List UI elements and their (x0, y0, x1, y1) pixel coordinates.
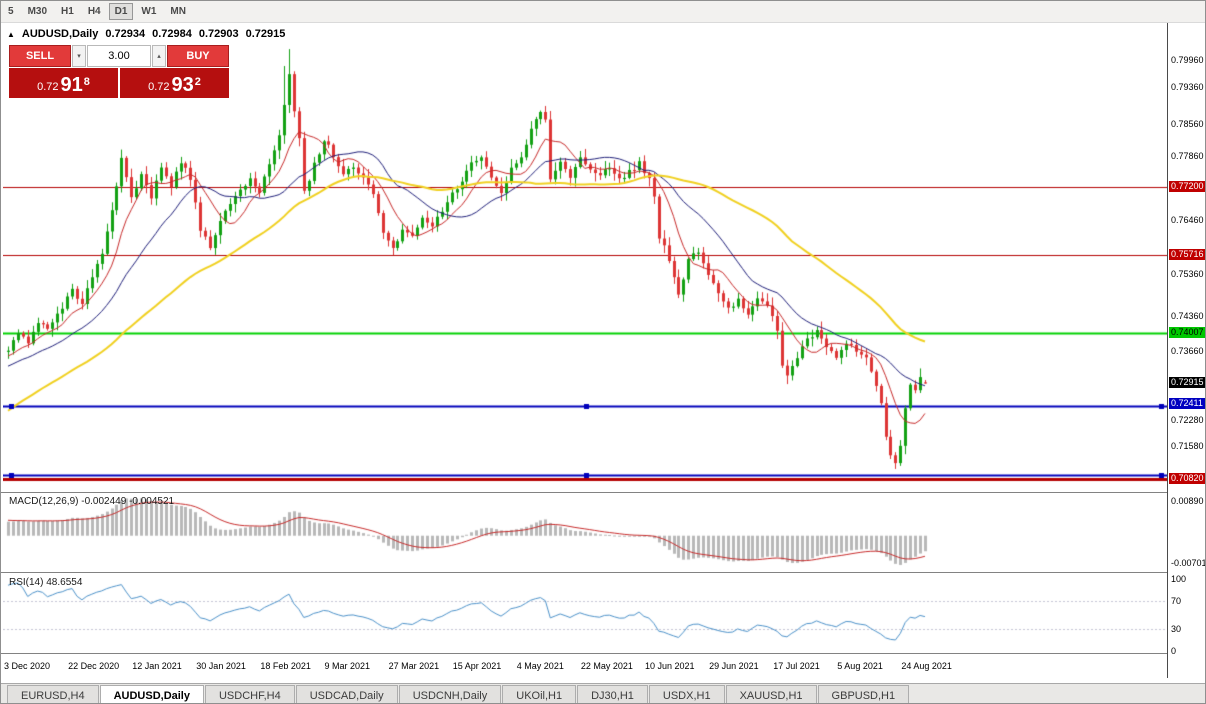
date-label: 22 May 2021 (580, 661, 633, 671)
macd-indicator-label: MACD(12,26,9) -0.002449 -0.004521 (9, 496, 175, 507)
chart-tab-usdcnh-daily[interactable]: USDCNH,Daily (398, 685, 502, 703)
volume-increase-button[interactable]: ▴ (152, 45, 166, 67)
price-axis-label: 0.78560 (1171, 119, 1204, 130)
timeframe-button-m30[interactable]: M30 (22, 3, 53, 20)
date-label: 15 Apr 2021 (452, 661, 502, 671)
timeframe-button-d1[interactable]: D1 (108, 3, 134, 20)
sell-price-panel[interactable]: 0.72 91 8 (9, 68, 118, 98)
timeframe-button-m15[interactable]: 5 (2, 3, 20, 20)
price-axis-label: 0.75360 (1171, 269, 1204, 280)
chart-icon: ▲ (7, 29, 15, 39)
timeframe-toolbar: 5 M30 H1 H4 D1 W1 MN (1, 1, 1205, 23)
price-axis-label: 0.72411 (1169, 398, 1205, 410)
price-chart-canvas[interactable] (3, 23, 1167, 491)
chart-symbol: AUDUSD,Daily (21, 28, 99, 40)
bid-prefix: 0.72 (37, 81, 59, 93)
date-label: 29 Jun 2021 (709, 661, 759, 671)
price-axis-label: 0.74007 (1169, 327, 1205, 339)
date-label: 30 Jan 2021 (196, 661, 246, 671)
ohlc-high: 0.72984 (152, 28, 192, 40)
price-axis-label: 0.76460 (1171, 215, 1204, 226)
bid-big-digits: 91 (60, 74, 83, 96)
price-axis-label: 0.77860 (1171, 151, 1204, 162)
rsi-axis-label: 0 (1171, 646, 1177, 656)
price-axis-label: 0.70820 (1169, 472, 1205, 484)
date-label: 4 May 2021 (516, 661, 564, 671)
date-label: 5 Aug 2021 (837, 661, 883, 671)
timeframe-button-h4[interactable]: H4 (82, 3, 107, 20)
ohlc-low: 0.72903 (198, 28, 239, 40)
rsi-canvas[interactable] (3, 573, 1167, 653)
timeframe-button-w1[interactable]: W1 (135, 3, 162, 20)
chart-tab-usdchf-h4[interactable]: USDCHF,H4 (204, 685, 295, 703)
volume-input[interactable] (87, 45, 151, 67)
chart-tab-ukoil-h1[interactable]: UKOil,H1 (502, 685, 577, 703)
ohlc-open: 0.72934 (105, 28, 146, 40)
ohlc-close: 0.72915 (245, 28, 286, 40)
date-label: 22 Dec 2020 (68, 661, 120, 671)
price-axis-label: 0.77200 (1169, 181, 1205, 193)
date-label: 24 Aug 2021 (901, 661, 952, 671)
rsi-panel-separator[interactable] (1, 572, 1167, 573)
timeframe-button-mn[interactable]: MN (164, 3, 192, 20)
sell-button[interactable]: SELL (9, 45, 71, 67)
rsi-axis-label: 30 (1171, 624, 1182, 635)
date-label: 12 Jan 2021 (132, 661, 182, 671)
price-axis-label: 0.72915 (1169, 377, 1205, 389)
price-axis-label: 0.71580 (1171, 441, 1204, 452)
chart-tab-usdx-h1[interactable]: USDX,H1 (648, 685, 725, 703)
rsi-axis-label: 70 (1171, 595, 1182, 606)
chart-title: ▲ AUDUSD,Daily 0.72934 0.72984 0.72903 0… (7, 28, 285, 40)
bid-pip-digit: 8 (83, 76, 90, 88)
time-axis[interactable]: 3 Dec 2020 22 Dec 2020 12 Jan 2021 30 Jan 2… (1, 653, 1167, 678)
chart-tab-eurusd-h4[interactable]: EURUSD,H4 (7, 685, 99, 703)
macd-axis-label: -0.00701 (1171, 558, 1206, 569)
price-axis-label: 0.72280 (1171, 415, 1204, 426)
price-axis-label: 0.79960 (1171, 55, 1204, 65)
chart-tab-bar: EURUSD,H4 AUDUSD,Daily USDCHF,H4 USDCAD,… (1, 683, 1205, 703)
date-label: 3 Dec 2020 (4, 661, 51, 671)
chart-tab-xauusd-h1[interactable]: XAUUSD,H1 (725, 685, 817, 703)
one-click-trading-panel: SELL ▾ ▴ BUY 0.72 91 8 0.72 93 2 (9, 45, 229, 98)
date-label: 27 Mar 2021 (388, 661, 440, 671)
chart-tab-audusd-daily[interactable]: AUDUSD,Daily (99, 685, 204, 703)
ask-pip-digit: 2 (194, 76, 201, 88)
macd-panel-separator[interactable] (1, 492, 1167, 493)
chart-tab-dj30-h1[interactable]: DJ30,H1 (577, 685, 648, 703)
price-axis-label: 0.73660 (1171, 346, 1204, 357)
date-label: 17 Jul 2021 (773, 661, 820, 671)
timeframe-button-h1[interactable]: H1 (55, 3, 80, 20)
price-axis-label: 0.74360 (1171, 311, 1204, 322)
price-axis-label: 0.79360 (1171, 82, 1204, 93)
ask-big-digits: 93 (171, 74, 194, 96)
date-label: 18 Feb 2021 (260, 661, 311, 671)
price-axis[interactable]: 0.79960 0.79360 0.78560 0.77860 0.77200 0.764… (1167, 23, 1206, 678)
chart-tab-usdcad-daily[interactable]: USDCAD,Daily (295, 685, 398, 703)
date-label: 9 Mar 2021 (324, 661, 371, 671)
rsi-axis-label: 100 (1171, 574, 1187, 584)
buy-button[interactable]: BUY (167, 45, 229, 67)
date-label: 10 Jun 2021 (645, 661, 695, 671)
price-axis-label: 0.75716 (1169, 249, 1205, 261)
volume-decrease-button[interactable]: ▾ (72, 45, 86, 67)
rsi-indicator-label: RSI(14) 48.6554 (9, 577, 83, 588)
macd-canvas[interactable] (3, 493, 1167, 572)
buy-price-panel[interactable]: 0.72 93 2 (120, 68, 229, 98)
macd-axis-label: 0.00890 (1171, 496, 1204, 507)
ask-prefix: 0.72 (148, 81, 170, 93)
chart-tab-gbpusd-h1[interactable]: GBPUSD,H1 (817, 685, 910, 703)
